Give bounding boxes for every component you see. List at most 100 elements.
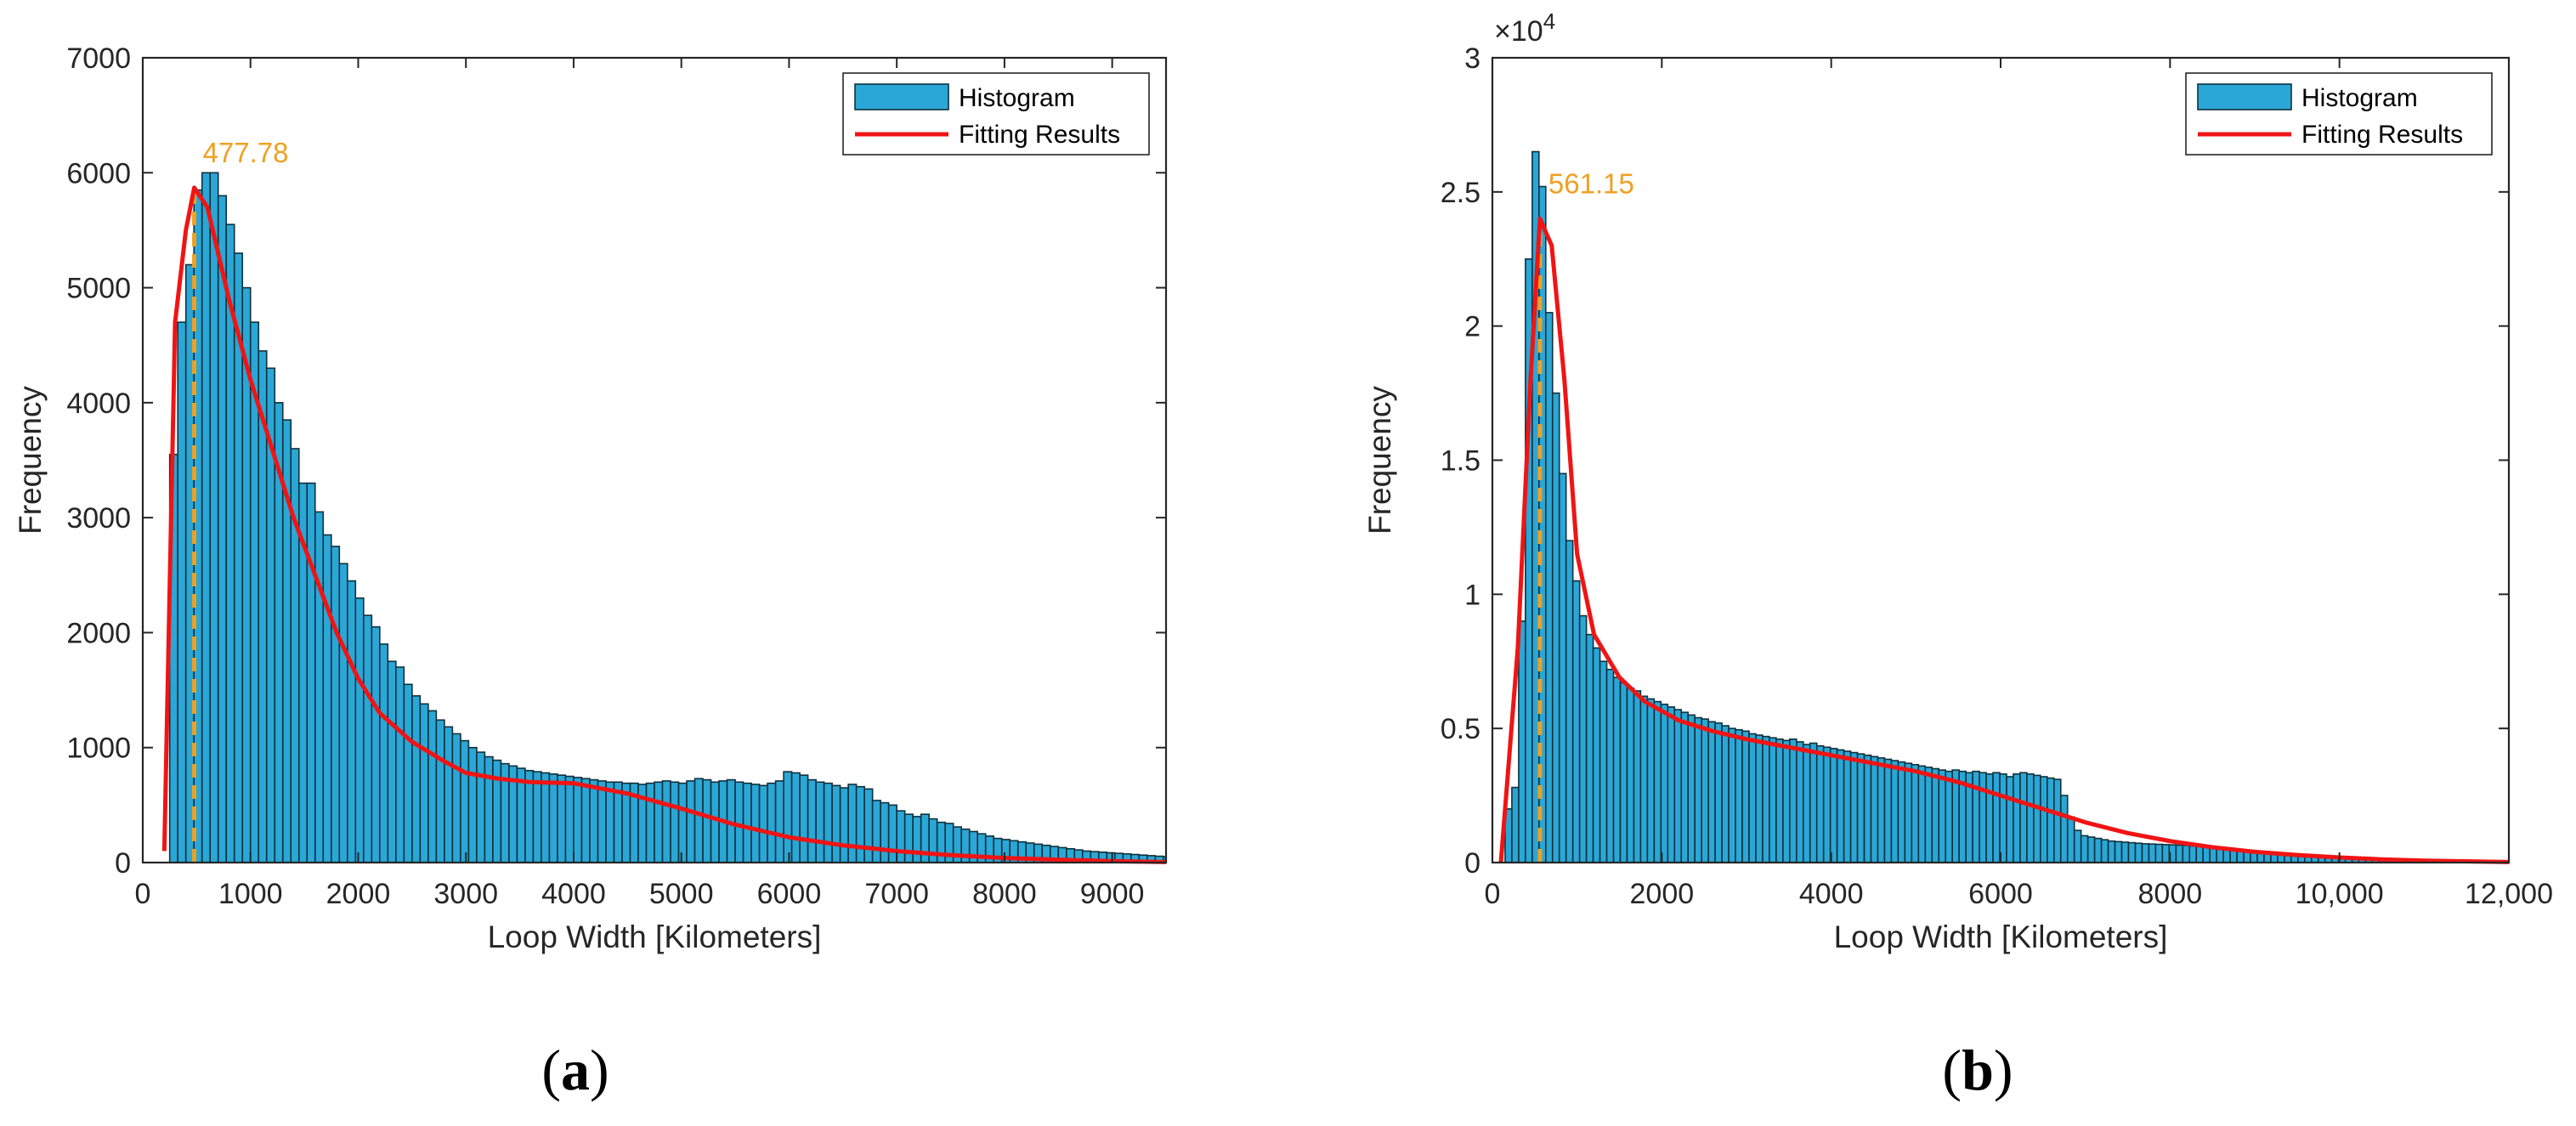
y-tick-label: 2: [1464, 311, 1480, 343]
histogram-bar: [532, 771, 542, 863]
y-axis-label: Frequency: [1362, 386, 1397, 535]
histogram-bar: [395, 666, 405, 863]
histogram-bar: [774, 780, 784, 863]
caption-letter: b: [1962, 1038, 1994, 1102]
histogram-bar: [1626, 687, 1635, 863]
histogram-bar: [871, 800, 881, 863]
histogram-bar: [790, 772, 801, 863]
histogram-bar: [217, 195, 228, 863]
chart-a: 477.78 0 1000 2000 3000 4000 5000 6000 7000 8000 9…: [13, 42, 1168, 1102]
histogram-bar: [1558, 472, 1567, 863]
histogram-bar: [2100, 839, 2109, 863]
y-tick-label: 2.5: [1441, 177, 1480, 209]
y-axis-label: Frequency: [13, 386, 48, 535]
x-tick-label: 10,000: [2296, 878, 2384, 910]
histogram-bar: [2026, 773, 2035, 863]
histogram-bar: [1646, 698, 1656, 863]
caption-open: (: [541, 1038, 561, 1102]
x-tick-label: 6000: [1968, 878, 2033, 910]
y-multiplier: ×104: [1494, 8, 1555, 48]
histogram-bar: [702, 778, 712, 863]
histogram-bar: [2080, 835, 2089, 863]
histogram-bar: [1592, 647, 1601, 863]
histogram-bar: [484, 755, 494, 863]
histogram-bar: [734, 781, 744, 863]
histogram-bar: [541, 772, 551, 863]
y-tick-label: 0: [115, 847, 131, 880]
axes-box: [141, 56, 1168, 864]
y-tick-label: 1.5: [1441, 445, 1480, 478]
histogram-bar: [1870, 755, 1879, 863]
histogram-bar: [2033, 774, 2041, 863]
histogram-bar: [2120, 841, 2130, 863]
histogram-bar: [670, 781, 680, 863]
histogram-bar: [799, 774, 809, 863]
histogram-bar: [1565, 540, 1574, 863]
histogram-bar: [1775, 738, 1784, 863]
histogram-bar: [2195, 846, 2204, 863]
histogram-bar: [444, 726, 454, 863]
histogram-bar: [2066, 816, 2075, 863]
histogram-bar: [1518, 620, 1526, 863]
histogram-bar: [742, 782, 752, 863]
histogram-bar: [1796, 741, 1804, 863]
histogram-bar: [855, 785, 865, 863]
histogram-bar: [1544, 312, 1554, 863]
histogram-bar: [1877, 757, 1886, 863]
histogram-bar: [476, 751, 486, 863]
histogram-bar: [1673, 709, 1683, 863]
histogram-bar: [1612, 676, 1622, 863]
peak-label: 561.15: [1548, 167, 1634, 199]
histogram-bar: [896, 810, 906, 863]
histogram-bar: [573, 777, 583, 863]
histogram-bar: [863, 788, 874, 863]
histogram-bar: [1769, 737, 1777, 863]
legend-histogram-swatch: [854, 83, 949, 110]
histogram-bar: [2141, 843, 2150, 863]
y-tick-label: 0.5: [1441, 713, 1480, 745]
histogram-bar: [1585, 633, 1594, 863]
histogram-bar: [2107, 840, 2116, 863]
histogram-bar: [2086, 836, 2096, 863]
histogram-bar: [1802, 744, 1811, 863]
x-tick-label: 5000: [649, 878, 714, 910]
histogram-bar: [467, 746, 478, 863]
histogram-bar: [177, 321, 187, 863]
histogram-bar: [2114, 840, 2123, 863]
histogram-bar: [2182, 844, 2191, 863]
histogram-bar: [831, 784, 841, 863]
histogram-bar: [2148, 843, 2157, 863]
histogram-bar: [1782, 739, 1791, 863]
histogram-bar: [548, 773, 558, 863]
histogram-bar: [201, 172, 212, 863]
histogram-bar: [209, 172, 219, 863]
histogram-bar: [2052, 778, 2062, 863]
y-tick-label: 1: [1464, 579, 1480, 611]
histogram-bar: [314, 511, 325, 863]
histogram-bar: [1836, 749, 1845, 863]
histogram-bar: [758, 784, 768, 863]
histogram-bar: [1856, 753, 1865, 863]
histogram-bar: [1653, 700, 1662, 863]
y-tick-label: 4000: [66, 388, 131, 420]
histogram-bar: [524, 769, 535, 863]
histogram-bar: [1551, 392, 1560, 863]
histogram-bar: [2127, 841, 2137, 863]
legend-fit-label: Fitting Results: [2301, 121, 2463, 149]
caption-letter: a: [561, 1038, 590, 1102]
histogram-bar: [346, 580, 357, 863]
histogram-bar: [807, 778, 817, 863]
x-tick-label: 7000: [864, 878, 929, 910]
legend-histogram-label: Histogram: [959, 84, 1075, 112]
y-tick-label: 7000: [66, 42, 131, 75]
histogram-bar: [1904, 762, 1913, 863]
legend-fit-label: Fitting Results: [959, 121, 1120, 149]
histogram-bar: [661, 780, 671, 863]
fit-curve: [1498, 216, 2510, 864]
histogram-bar: [597, 780, 607, 863]
y-tick-label: 5000: [66, 273, 131, 305]
histogram-bar: [912, 816, 922, 863]
histogram-bar: [1789, 738, 1798, 863]
